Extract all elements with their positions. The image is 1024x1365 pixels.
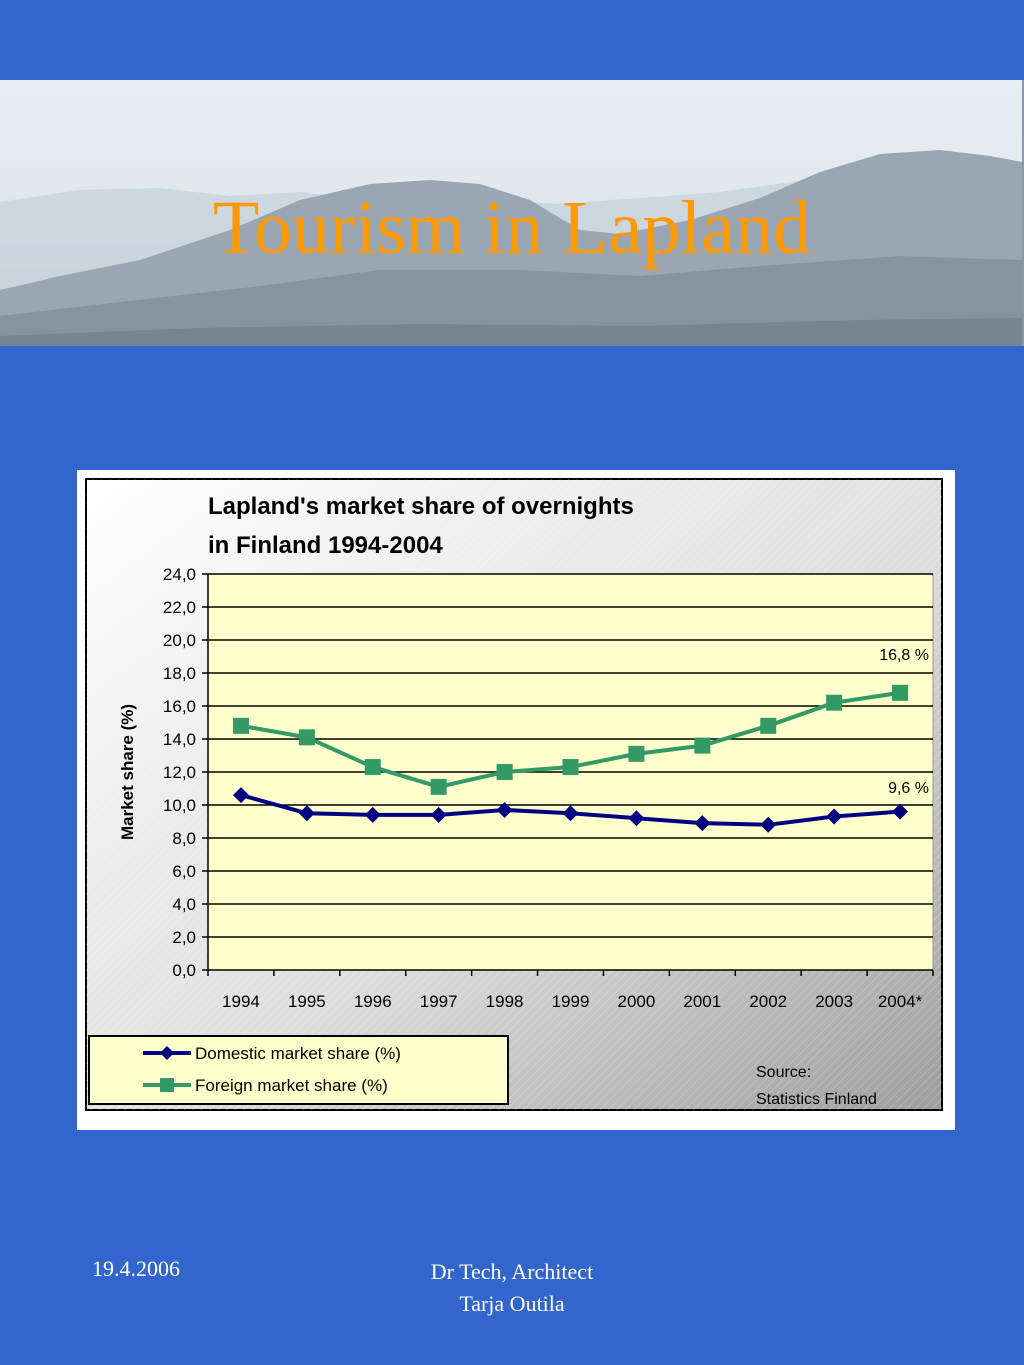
data-point-diamond (760, 816, 777, 833)
legend-foreign-label: Foreign market share (%) (195, 1076, 388, 1095)
source-label: Source: (756, 1064, 811, 1081)
data-series (232, 684, 909, 833)
data-point-diamond (826, 808, 843, 825)
legend-domestic-label: Domestic market share (%) (195, 1044, 401, 1063)
y-tick-label: 8,0 (172, 829, 196, 848)
y-tick-label: 22,0 (163, 598, 196, 617)
data-point-diamond (892, 803, 909, 820)
chart-title-line1: Lapland's market share of overnights (208, 493, 634, 520)
legend-box (88, 1035, 509, 1105)
x-tick-label: 2002 (749, 992, 787, 1011)
y-tick-label: 6,0 (172, 862, 196, 881)
data-point-square (496, 764, 513, 780)
y-tick-label: 12,0 (163, 763, 196, 782)
footer-author-line2: Tarja Outila (459, 1291, 565, 1316)
axes: 0,0 2,0 4,0 6,0 8,0 10,0 12,0 14,0 16,0 18,0 20,0 2… (163, 565, 934, 1011)
chart-legend: Domestic market share (%) Foreign market… (88, 1035, 509, 1105)
data-point-diamond (430, 806, 447, 823)
x-tick-label: 2004* (878, 992, 923, 1011)
x-tick-label: 1995 (288, 992, 326, 1011)
y-axis-label: Market share (%) (118, 704, 137, 840)
foreign-end-label: 16,8 % (879, 647, 929, 664)
y-tick-label: 10,0 (163, 796, 196, 815)
y-tick-label: 0,0 (172, 961, 196, 980)
legend-foreign-marker-icon (160, 1078, 174, 1092)
data-point-square (364, 759, 381, 776)
x-tick-label: 1998 (486, 992, 524, 1011)
footer-date: 19.4.2006 (92, 1256, 180, 1281)
data-point-square (298, 729, 315, 746)
data-point-square (562, 759, 579, 776)
y-tick-label: 4,0 (172, 895, 196, 914)
line-chart: Lapland's market share of overnights in … (85, 478, 943, 1111)
data-point-diamond (496, 801, 513, 818)
data-point-diamond (628, 810, 645, 827)
data-point-square (628, 745, 645, 762)
domestic-end-label: 9,6 % (888, 780, 929, 797)
slide-title: Tourism in Lapland (212, 186, 812, 270)
data-point-diamond (232, 787, 249, 804)
x-tick-label: 2003 (815, 992, 853, 1011)
y-tick-label: 20,0 (163, 631, 196, 650)
x-tick-label: 1997 (420, 992, 458, 1011)
data-point-square (430, 778, 447, 795)
mountain-banner (0, 80, 1024, 346)
x-tick-label: 2000 (617, 992, 655, 1011)
data-point-diamond (562, 805, 579, 822)
y-tick-label: 14,0 (163, 730, 196, 749)
y-tick-label: 16,0 (163, 697, 196, 716)
data-point-diamond (694, 815, 711, 832)
source-name: Statistics Finland (756, 1091, 877, 1108)
x-tick-label: 1999 (552, 992, 590, 1011)
chart-title-line2: in Finland 1994-2004 (208, 532, 443, 559)
chart-frame: Lapland's market share of overnights in … (77, 470, 955, 1130)
data-point-diamond (364, 806, 381, 823)
x-tick-label: 2001 (683, 992, 721, 1011)
x-tick-label: 1994 (222, 992, 260, 1011)
data-point-square (694, 737, 711, 754)
x-tick-label: 1996 (354, 992, 392, 1011)
y-tick-label: 24,0 (163, 565, 196, 584)
data-point-square (892, 684, 909, 701)
legend-domestic-marker-icon (160, 1046, 174, 1060)
y-tick-label: 18,0 (163, 664, 196, 683)
footer-author: Dr Tech, Architect Tarja Outila (362, 1256, 662, 1320)
footer-author-line1: Dr Tech, Architect (430, 1259, 594, 1284)
mountain-landscape-image (0, 150, 1022, 346)
data-point-square (232, 717, 249, 734)
data-point-diamond (298, 805, 315, 822)
data-point-square (826, 694, 843, 711)
y-tick-label: 2,0 (172, 928, 196, 947)
data-point-square (760, 717, 777, 734)
